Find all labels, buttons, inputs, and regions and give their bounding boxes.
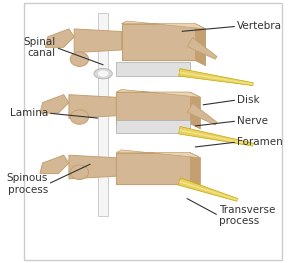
- Polygon shape: [40, 155, 69, 174]
- Polygon shape: [195, 24, 206, 66]
- Polygon shape: [187, 103, 217, 125]
- Ellipse shape: [70, 52, 88, 66]
- Polygon shape: [190, 153, 200, 189]
- Text: Spinal
canal: Spinal canal: [23, 37, 56, 58]
- Polygon shape: [122, 24, 195, 60]
- Polygon shape: [179, 181, 237, 201]
- Polygon shape: [178, 127, 253, 146]
- Ellipse shape: [94, 68, 112, 79]
- Polygon shape: [74, 29, 122, 53]
- Text: Transverse
process: Transverse process: [219, 205, 275, 226]
- Polygon shape: [69, 155, 116, 179]
- FancyBboxPatch shape: [116, 120, 190, 134]
- Polygon shape: [190, 92, 200, 129]
- Ellipse shape: [98, 70, 108, 77]
- Text: Lamina: Lamina: [10, 108, 48, 118]
- Polygon shape: [122, 21, 206, 29]
- FancyBboxPatch shape: [116, 62, 190, 76]
- Text: Spinous
process: Spinous process: [7, 173, 48, 195]
- Polygon shape: [69, 95, 116, 118]
- Polygon shape: [116, 92, 190, 124]
- Ellipse shape: [70, 110, 88, 124]
- Polygon shape: [98, 13, 108, 216]
- Polygon shape: [187, 38, 217, 59]
- Ellipse shape: [70, 165, 88, 179]
- Polygon shape: [179, 69, 253, 85]
- Polygon shape: [178, 178, 238, 201]
- Polygon shape: [116, 153, 190, 184]
- Polygon shape: [116, 89, 200, 97]
- Text: Vertebra: Vertebra: [237, 21, 282, 31]
- Text: Foramen: Foramen: [237, 137, 283, 147]
- Polygon shape: [116, 150, 200, 158]
- Polygon shape: [45, 29, 74, 47]
- Polygon shape: [179, 129, 253, 145]
- Text: Disk: Disk: [237, 95, 260, 105]
- Text: Nerve: Nerve: [237, 116, 268, 126]
- Polygon shape: [40, 95, 69, 113]
- Polygon shape: [179, 71, 253, 85]
